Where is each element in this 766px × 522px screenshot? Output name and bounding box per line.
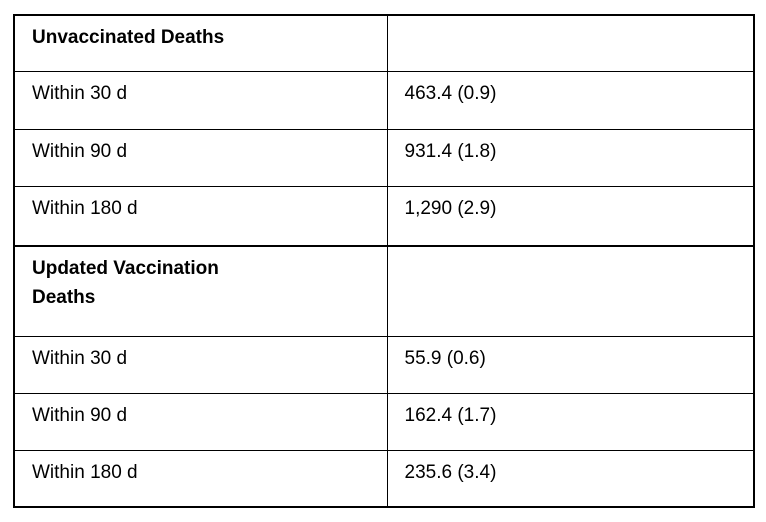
row-label: Within 90 d [13,128,388,187]
section-header-value-empty [386,14,755,72]
deaths-table: Unvaccinated Deaths Within 30 d 463.4 (0… [13,14,755,508]
row-label: Within 30 d [13,335,388,394]
section-header-unvaccinated-deaths: Unvaccinated Deaths [13,14,388,72]
row-label: Within 90 d [13,392,388,451]
section-header-updated-vaccination-deaths: Updated Vaccination Deaths [13,245,388,337]
table-row-section-updated-vaccination: Updated Vaccination Deaths [13,245,755,337]
table-row: Within 180 d 1,290 (2.9) [13,185,755,247]
row-label: Within 180 d [13,185,388,247]
section-header-value-empty [386,245,755,337]
row-value: 463.4 (0.9) [386,70,755,130]
row-value: 55.9 (0.6) [386,335,755,394]
row-value: 235.6 (3.4) [386,449,755,508]
table-row: Within 90 d 162.4 (1.7) [13,392,755,451]
row-value: 931.4 (1.8) [386,128,755,187]
row-value: 162.4 (1.7) [386,392,755,451]
table-row: Within 90 d 931.4 (1.8) [13,128,755,187]
row-label: Within 180 d [13,449,388,508]
table-row: Within 180 d 235.6 (3.4) [13,449,755,508]
table-row-section-unvaccinated: Unvaccinated Deaths [13,14,755,72]
row-value: 1,290 (2.9) [386,185,755,247]
row-label: Within 30 d [13,70,388,130]
table-row: Within 30 d 55.9 (0.6) [13,335,755,394]
table-row: Within 30 d 463.4 (0.9) [13,70,755,130]
